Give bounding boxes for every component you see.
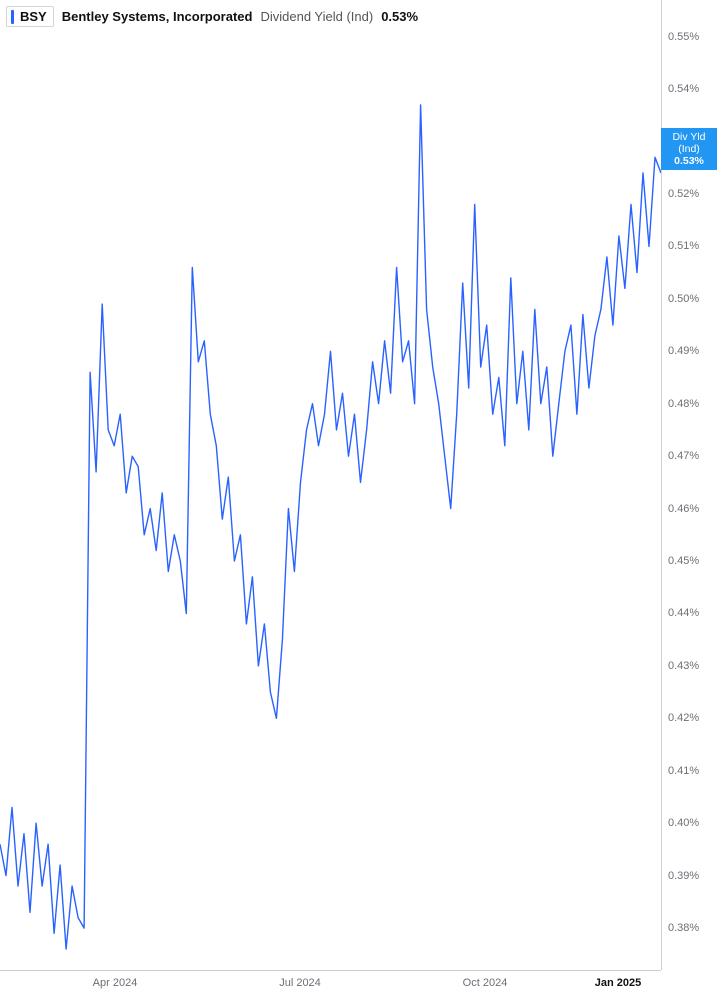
company-name: Bentley Systems, Incorporated <box>62 9 253 24</box>
x-tick-label: Apr 2024 <box>93 977 138 989</box>
y-tick-label: 0.38% <box>668 922 699 934</box>
y-tick-label: 0.41% <box>668 765 699 777</box>
y-tick-label: 0.47% <box>668 450 699 462</box>
y-tick-label: 0.48% <box>668 398 699 410</box>
y-tick-label: 0.44% <box>668 607 699 619</box>
ticker-badge[interactable]: BSY <box>6 6 54 27</box>
flag-label: Div Yld (Ind) <box>666 131 712 155</box>
y-tick-label: 0.39% <box>668 870 699 882</box>
chart-container: BSY Bentley Systems, Incorporated Divide… <box>0 0 717 1005</box>
series-line <box>0 105 661 949</box>
y-tick-label: 0.49% <box>668 345 699 357</box>
y-tick-label: 0.40% <box>668 817 699 829</box>
y-tick-label: 0.50% <box>668 293 699 305</box>
x-axis[interactable]: Apr 2024 Jul 2024 Oct 2024 Jan 2025 <box>0 970 661 1005</box>
x-tick-label: Jul 2024 <box>279 977 321 989</box>
y-tick-label: 0.52% <box>668 188 699 200</box>
x-tick-label: Oct 2024 <box>463 977 508 989</box>
chart-plot[interactable] <box>0 0 661 970</box>
y-tick-label: 0.54% <box>668 83 699 95</box>
y-tick-label: 0.51% <box>668 240 699 252</box>
value-flag: Div Yld (Ind) 0.53% <box>661 128 717 170</box>
flag-value: 0.53% <box>666 155 712 167</box>
ticker-accent-bar <box>11 10 14 24</box>
metric-value: 0.53% <box>381 9 418 24</box>
y-tick-label: 0.55% <box>668 31 699 43</box>
chart-header: BSY Bentley Systems, Incorporated Divide… <box>6 6 418 27</box>
y-tick-label: 0.46% <box>668 503 699 515</box>
x-tick-label: Jan 2025 <box>595 977 641 989</box>
y-tick-label: 0.45% <box>668 555 699 567</box>
metric-label: Dividend Yield (Ind) <box>260 9 373 24</box>
ticker-symbol: BSY <box>20 9 47 24</box>
y-tick-label: 0.43% <box>668 660 699 672</box>
y-tick-label: 0.42% <box>668 712 699 724</box>
